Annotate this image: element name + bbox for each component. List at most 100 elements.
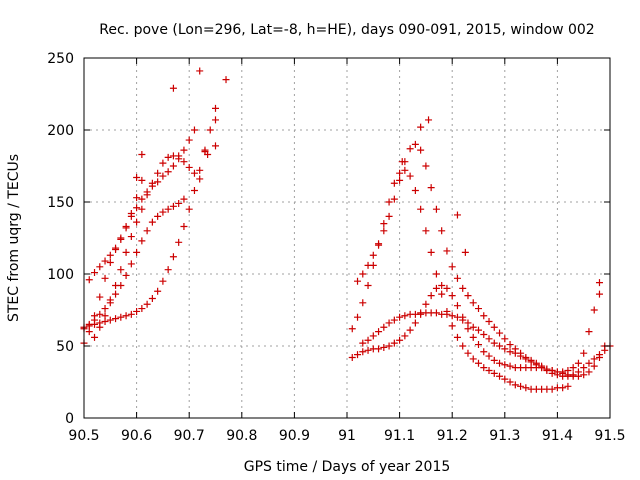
data-point — [364, 346, 372, 354]
data-point — [206, 126, 214, 134]
data-point — [585, 328, 593, 336]
data-point — [375, 345, 383, 353]
data-point — [96, 293, 104, 301]
data-point — [364, 261, 372, 269]
data-point — [432, 270, 440, 278]
data-point — [122, 312, 130, 320]
data-point — [127, 210, 135, 218]
data-point — [127, 233, 135, 241]
data-point — [212, 104, 219, 112]
data-point — [180, 146, 188, 154]
x-tick-label: 90.8 — [226, 428, 257, 444]
data-point — [143, 227, 151, 235]
data-point — [96, 310, 104, 318]
data-point — [469, 323, 477, 331]
data-point — [380, 343, 388, 351]
data-point — [585, 368, 593, 376]
data-point — [469, 355, 477, 363]
data-point — [443, 307, 451, 315]
data-point — [154, 212, 162, 220]
data-point — [401, 312, 409, 320]
data-point — [364, 282, 372, 290]
data-point — [117, 266, 125, 274]
data-point — [85, 276, 93, 284]
data-point — [390, 339, 398, 347]
data-point — [425, 116, 433, 124]
data-point — [443, 247, 451, 255]
data-point — [564, 382, 572, 390]
data-point — [380, 220, 388, 228]
data-point — [390, 195, 398, 203]
data-point — [112, 315, 120, 323]
data-point — [359, 339, 367, 347]
data-point — [411, 310, 419, 318]
x-tick-label: 90.6 — [121, 428, 152, 444]
data-point — [453, 211, 461, 219]
data-point — [406, 172, 414, 180]
data-point — [490, 356, 498, 364]
data-point — [496, 329, 504, 337]
data-point — [501, 361, 509, 369]
x-tick-label: 91.3 — [489, 428, 520, 444]
data-point — [595, 290, 603, 298]
data-point — [480, 312, 488, 320]
data-point — [364, 336, 372, 344]
data-point — [590, 355, 598, 363]
data-point — [585, 359, 593, 367]
data-point — [443, 284, 451, 292]
data-point — [159, 159, 167, 167]
data-point — [212, 142, 219, 150]
data-point — [517, 349, 525, 357]
y-tick-label: 200 — [47, 123, 74, 139]
series-arc-8 — [348, 166, 572, 393]
data-point — [106, 251, 114, 259]
data-point — [106, 316, 114, 324]
data-point — [190, 126, 198, 134]
data-point — [122, 248, 130, 256]
data-point — [417, 146, 425, 154]
data-point — [569, 371, 577, 379]
data-point — [501, 375, 509, 383]
data-point — [190, 169, 198, 177]
y-tick-label: 0 — [65, 411, 74, 427]
data-point — [401, 166, 409, 174]
data-point — [601, 346, 609, 354]
data-point — [538, 362, 546, 370]
data-point — [448, 322, 456, 330]
x-tick-label: 91.5 — [594, 428, 625, 444]
data-point — [359, 348, 367, 356]
data-point — [574, 368, 582, 376]
data-point — [101, 274, 109, 282]
data-point — [432, 284, 440, 292]
data-point — [459, 316, 467, 324]
data-point — [112, 282, 120, 290]
y-tick-label: 150 — [47, 195, 74, 211]
data-point — [348, 354, 356, 362]
data-point — [133, 218, 141, 226]
data-point — [122, 224, 130, 232]
series-outliers-2 — [398, 116, 603, 287]
data-point — [348, 325, 356, 333]
data-point — [175, 199, 183, 207]
data-point — [438, 227, 446, 235]
data-point — [569, 364, 577, 372]
data-point — [112, 290, 120, 298]
data-point — [411, 186, 419, 194]
data-point — [448, 292, 456, 300]
data-point — [522, 384, 530, 392]
data-point — [133, 248, 141, 256]
data-point — [438, 290, 446, 298]
data-point — [595, 279, 603, 287]
data-point — [196, 175, 204, 183]
data-point — [375, 240, 383, 248]
data-point — [85, 320, 93, 328]
data-point — [148, 179, 156, 187]
series-arc-9 — [354, 140, 603, 376]
data-point — [480, 330, 488, 338]
data-point — [453, 333, 461, 341]
data-point — [485, 352, 493, 360]
data-point — [369, 332, 377, 340]
data-point — [196, 67, 204, 75]
data-point — [175, 238, 183, 246]
y-tick-label: 250 — [47, 51, 74, 67]
